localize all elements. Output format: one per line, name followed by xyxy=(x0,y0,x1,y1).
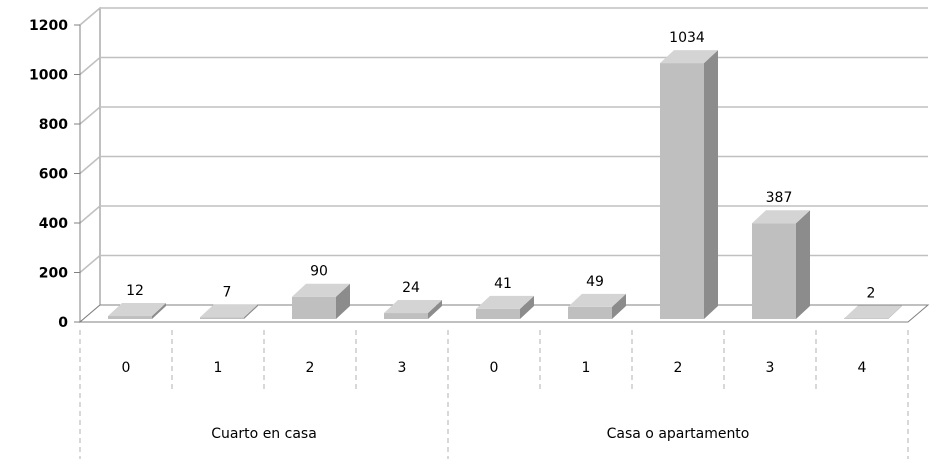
gridline-side xyxy=(79,106,101,125)
y-tick-label: 1200 xyxy=(29,18,68,34)
x-axis: 0 1 2 3 0 1 2 3 4 Cuarto en casa Casa o apartament… xyxy=(79,330,909,459)
bar-top xyxy=(384,300,442,314)
bar-front xyxy=(384,313,428,319)
x-tick-label: 0 xyxy=(490,360,499,376)
y-tick-label: 400 xyxy=(39,216,68,232)
bar-top xyxy=(844,305,902,319)
data-label: 24 xyxy=(402,280,420,296)
gridline-side xyxy=(79,205,101,224)
data-label: 1034 xyxy=(669,30,705,46)
bar xyxy=(476,295,534,319)
y-axis: 0 200 400 600 800 1000 1200 xyxy=(29,18,81,331)
bar-front xyxy=(752,223,796,319)
x-tick-label: 4 xyxy=(858,360,867,376)
bar-side xyxy=(520,295,534,319)
gridline-side xyxy=(79,56,101,76)
gridline-side xyxy=(79,254,101,274)
bar xyxy=(384,300,442,319)
gridline-side xyxy=(79,155,101,175)
x-tick-label: 2 xyxy=(306,360,315,376)
bar-side xyxy=(152,303,166,319)
bar-top xyxy=(568,293,626,307)
x-group-label: Casa o apartamento xyxy=(607,426,750,442)
bar-front xyxy=(108,316,152,319)
data-label: 12 xyxy=(126,283,144,299)
bar-top xyxy=(292,283,350,297)
x-tick-label: 1 xyxy=(582,360,591,376)
x-tick-label: 3 xyxy=(398,360,407,376)
y-tick-label: 1000 xyxy=(29,68,68,84)
x-tick-label: 0 xyxy=(122,360,131,376)
bar-side xyxy=(796,210,810,319)
bar-side xyxy=(612,293,626,319)
bar xyxy=(752,210,810,319)
bar-side xyxy=(336,283,350,319)
bar-top xyxy=(200,304,258,318)
bar-side xyxy=(888,305,902,319)
bar-top xyxy=(108,303,166,317)
bar-front xyxy=(660,63,704,320)
bars xyxy=(108,50,902,320)
gridline-side xyxy=(79,7,101,26)
x-tick-label: 1 xyxy=(214,360,223,376)
bar-side xyxy=(428,300,442,319)
bar-side xyxy=(244,304,258,319)
y-tick-label: 200 xyxy=(39,266,68,282)
bar-front xyxy=(476,308,520,319)
bar-side xyxy=(704,50,718,320)
bar xyxy=(108,303,166,319)
data-label: 90 xyxy=(310,264,328,280)
data-label: 387 xyxy=(766,190,793,206)
bar xyxy=(660,50,718,320)
bar-top xyxy=(660,50,718,64)
bar xyxy=(200,304,258,319)
bar xyxy=(844,305,902,319)
x-tick-label: 3 xyxy=(766,360,775,376)
data-label: 41 xyxy=(494,276,512,292)
y-tick-label: 800 xyxy=(39,117,68,133)
x-tick-label: 2 xyxy=(674,360,683,376)
bar-top xyxy=(752,210,810,224)
data-labels: 12 7 90 24 41 49 1034 387 2 xyxy=(126,30,875,301)
y-tick-label: 0 xyxy=(58,315,68,331)
y-tick-label: 600 xyxy=(39,167,68,183)
data-label: 7 xyxy=(223,284,232,300)
bar-front xyxy=(568,306,612,319)
bar-top xyxy=(476,295,534,309)
data-label: 49 xyxy=(586,274,604,290)
data-label: 2 xyxy=(867,286,876,302)
x-group-label: Cuarto en casa xyxy=(211,426,317,442)
bar xyxy=(292,283,350,319)
bar-front xyxy=(292,296,336,319)
bar-front xyxy=(200,317,244,319)
bar xyxy=(568,293,626,319)
